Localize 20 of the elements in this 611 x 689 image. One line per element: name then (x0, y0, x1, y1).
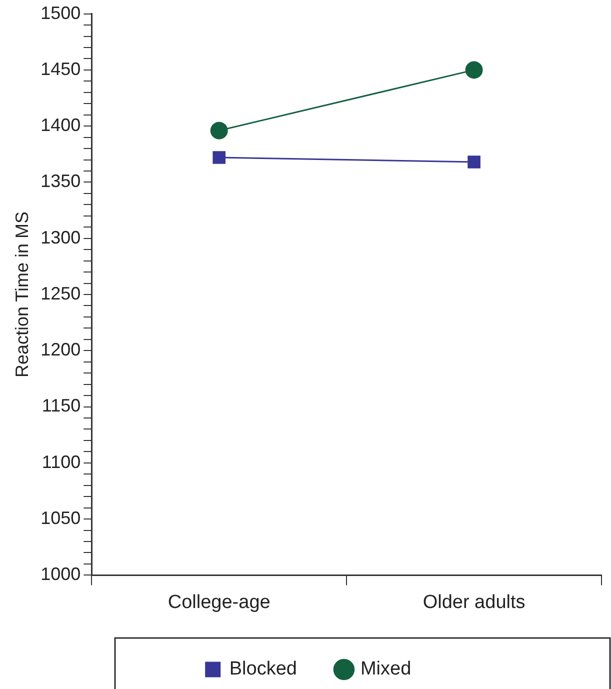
y-tick-label: 1500 (40, 2, 81, 23)
legend-label: Blocked (229, 658, 297, 680)
point (468, 156, 480, 168)
x-tick-label: Older adults (422, 592, 526, 613)
point (210, 122, 228, 140)
point (212, 151, 226, 164)
y-tick-label: 1450 (40, 58, 81, 79)
y-tick-label: 1400 (40, 115, 81, 136)
y-tick-label: 1300 (40, 227, 81, 248)
legend-label: Mixed (360, 658, 412, 680)
y-tick-label: 1100 (42, 452, 81, 472)
x-tick-label: College-age (168, 592, 270, 613)
y-tick-label: 1150 (42, 396, 81, 416)
y-tick-label: 1250 (40, 283, 81, 304)
y-tick-label: 1050 (40, 508, 81, 528)
y-tick-label: 1200 (40, 340, 81, 360)
point (465, 61, 483, 79)
y-axis-title: Reaction Time in MS (12, 211, 32, 378)
y-tick-label: 1000 (40, 564, 81, 584)
y-tick-label: 1350 (40, 171, 81, 192)
